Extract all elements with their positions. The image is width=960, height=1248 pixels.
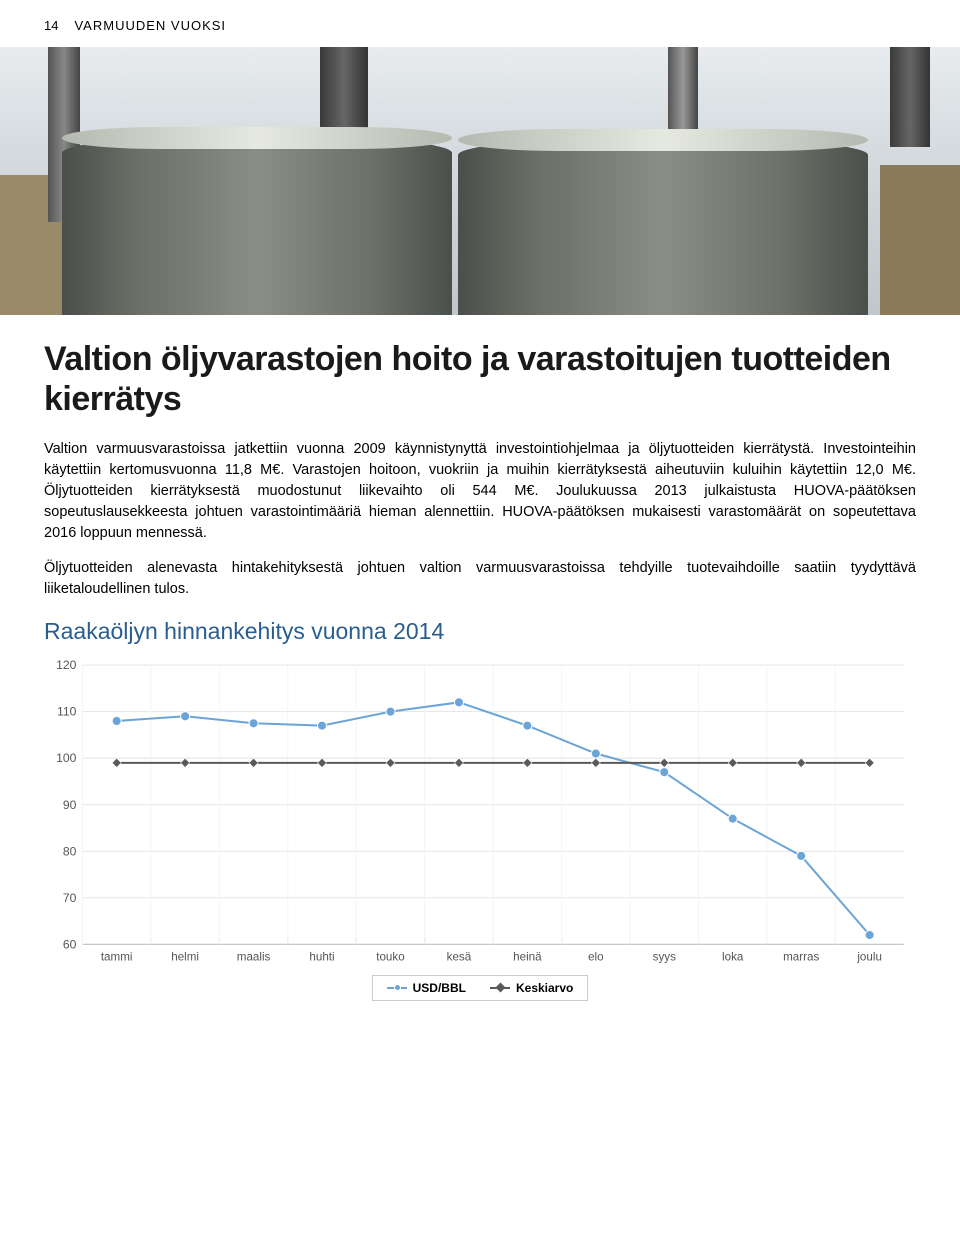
- svg-text:joulu: joulu: [856, 951, 882, 964]
- paragraph: Öljytuotteiden alenevasta hintakehitykse…: [44, 558, 916, 600]
- svg-text:maalis: maalis: [237, 951, 271, 964]
- svg-text:100: 100: [56, 752, 76, 766]
- svg-text:huhti: huhti: [309, 951, 334, 964]
- svg-text:70: 70: [63, 891, 77, 905]
- svg-text:touko: touko: [376, 951, 404, 964]
- svg-text:80: 80: [63, 845, 77, 859]
- svg-text:elo: elo: [588, 951, 604, 964]
- article-content: Valtion öljyvarastojen hoito ja varastoi…: [0, 315, 960, 645]
- svg-text:kesä: kesä: [447, 951, 472, 964]
- hero-image: [0, 47, 960, 315]
- svg-text:heinä: heinä: [513, 951, 542, 964]
- page-number: 14: [44, 18, 58, 33]
- svg-text:90: 90: [63, 798, 77, 812]
- article-title: Valtion öljyvarastojen hoito ja varastoi…: [44, 339, 916, 419]
- svg-text:120: 120: [56, 658, 76, 672]
- paragraph: Valtion varmuusvarastoissa jatkettiin vu…: [44, 439, 916, 544]
- section-name: VARMUUDEN VUOKSI: [74, 18, 226, 33]
- chart-title: Raakaöljyn hinnankehitys vuonna 2014: [44, 618, 916, 645]
- legend-label: Keskiarvo: [516, 981, 573, 995]
- legend-label: USD/BBL: [413, 981, 466, 995]
- svg-text:syys: syys: [653, 951, 676, 964]
- legend-item: USD/BBL: [387, 981, 466, 995]
- page-header: 14 VARMUUDEN VUOKSI: [0, 0, 960, 47]
- chart-container: 60 70 80 90 100 110 120 tammi helmi maalis huhti to…: [0, 649, 960, 1001]
- legend-item: Keskiarvo: [490, 981, 573, 995]
- article-body: Valtion varmuusvarastoissa jatkettiin vu…: [44, 439, 916, 600]
- svg-text:tammi: tammi: [101, 951, 133, 964]
- chart-legend: USD/BBL Keskiarvo: [44, 975, 916, 1001]
- svg-text:60: 60: [63, 938, 77, 952]
- line-chart: 60 70 80 90 100 110 120 tammi helmi maalis huhti to…: [44, 655, 916, 969]
- svg-text:marras: marras: [783, 951, 819, 964]
- svg-text:helmi: helmi: [171, 951, 199, 964]
- svg-text:loka: loka: [722, 951, 744, 964]
- svg-text:110: 110: [57, 705, 77, 719]
